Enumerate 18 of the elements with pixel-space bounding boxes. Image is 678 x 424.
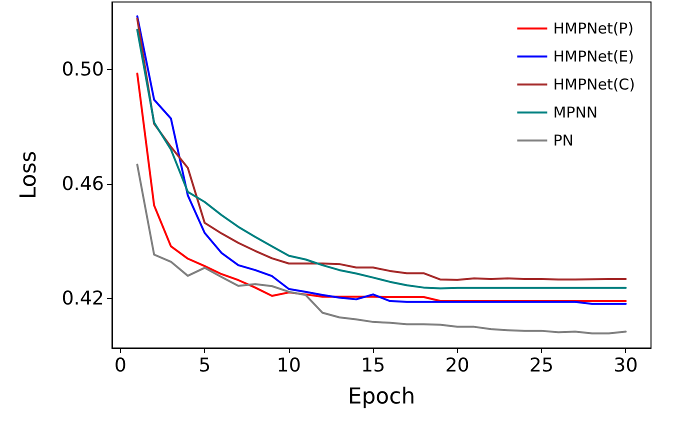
x-tick-label: 20 [445, 354, 470, 376]
x-tick-label: 5 [198, 354, 211, 376]
x-tick-label: 30 [614, 354, 638, 376]
y-axis-title: Loss [16, 150, 42, 200]
legend-label: PN [553, 132, 574, 150]
x-axis-title: Epoch [348, 384, 416, 410]
legend-label: HMPNet(P) [553, 20, 634, 38]
legend-label: HMPNet(E) [553, 48, 634, 66]
line-series [136, 164, 627, 334]
legend-label: MPNN [553, 104, 598, 122]
y-tick-label: 0.46 [62, 172, 104, 195]
x-tick-label: 0 [114, 354, 126, 376]
x-tick-label: 25 [529, 354, 554, 376]
legend-label: HMPNet(C) [553, 76, 636, 94]
y-tick-label: 0.50 [62, 58, 104, 80]
x-tick-label: 10 [276, 354, 301, 376]
y-tick-label: 0.42 [62, 287, 104, 310]
x-tick-label: 15 [360, 354, 386, 376]
